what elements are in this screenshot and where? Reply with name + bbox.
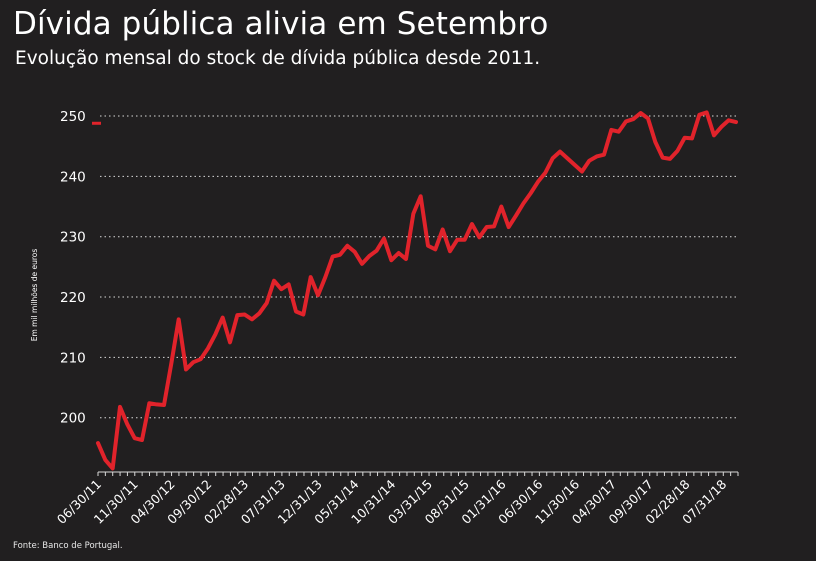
x-ticks — [97, 472, 739, 476]
source-note: Fonte: Banco de Portugal. — [13, 541, 123, 551]
y-tick-label: 220 — [60, 290, 86, 306]
series-line — [96, 110, 738, 471]
chart-subtitle: Evolução mensal do stock de dívida públi… — [15, 48, 541, 69]
y-tick-label: 240 — [60, 169, 86, 185]
y-tick-label: 210 — [60, 350, 86, 366]
y-axis-label-group: Em mil milhões de euros — [30, 249, 39, 342]
y-tick-labels: 200 210 220 230 240 250 — [60, 109, 86, 427]
y-axis-label: Em mil milhões de euros — [30, 249, 39, 342]
y-tick-label: 230 — [60, 230, 86, 246]
x-tick-labels: 06/30/1111/30/1104/30/1209/30/1202/28/13… — [54, 476, 730, 526]
y-tick-label: 200 — [60, 411, 86, 427]
gridlines — [100, 115, 738, 419]
chart-title: Dívida pública alivia em Setembro — [13, 6, 549, 42]
y-tick-label: 250 — [60, 109, 86, 125]
